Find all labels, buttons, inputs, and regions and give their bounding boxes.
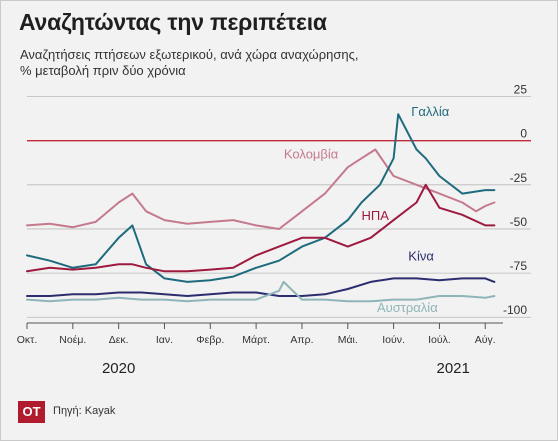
y-tick-label: 25	[514, 83, 528, 97]
x-tick-label: Οκτ.	[17, 334, 37, 346]
y-tick-label: -100	[503, 303, 527, 317]
series-label-ΗΠΑ: ΗΠΑ	[362, 208, 390, 223]
series-line-Κολομβία	[26, 148, 496, 230]
y-tick-label: -75	[510, 259, 528, 273]
publisher-logo: OT	[18, 401, 45, 423]
x-axis: Οκτ. Νοέμ. Δεκ. Ιαν. Φεβρ. Μάρτ. Απρ. Μάι. Ιούν.…	[17, 322, 503, 377]
y-tick-label: -50	[510, 215, 528, 229]
source-note: Πηγή: Kayak	[53, 405, 116, 417]
x-tick-label: Νοέμ.	[59, 334, 86, 346]
series-label-Κίνα: Κίνα	[408, 249, 434, 264]
year-label: 2020	[102, 360, 135, 377]
x-tick-label: Φεβρ.	[196, 334, 224, 346]
x-tick-label: Απρ.	[290, 334, 313, 346]
x-tick-label: Δεκ.	[109, 334, 129, 346]
series-line-Κίνα	[26, 277, 496, 297]
line-chart: 25 0 -25 -50 -75 -100 Οκτ. Νοέμ. Δεκ. Ιαν. Φεβρ. Μ…	[17, 83, 531, 377]
x-tick-label: Μάρτ.	[242, 334, 270, 346]
series-label-Αυστραλία: Αυστραλία	[377, 300, 438, 315]
y-tick-label: -25	[510, 171, 528, 185]
x-tick-label: Ιαν.	[156, 334, 173, 346]
series-label-Κολομβία: Κολομβία	[284, 146, 339, 161]
x-tick-label: Ιούν.	[382, 334, 405, 346]
series-label-Γαλλία: Γαλλία	[411, 104, 450, 119]
y-tick-label: 0	[520, 127, 527, 141]
gridlines	[27, 96, 531, 318]
series-line-ΗΠΑ	[26, 183, 496, 273]
series-lines	[26, 113, 496, 303]
series-line-Αυστραλία	[26, 280, 496, 303]
x-tick-label: Αύγ.	[475, 334, 496, 346]
y-axis-labels: 25 0 -25 -50 -75 -100	[503, 83, 527, 318]
x-tick-label: Μάι.	[338, 334, 358, 346]
series-labels: Γαλλία Κολομβία ΗΠΑ Κίνα Αυστραλία	[284, 104, 450, 315]
chart-title: Αναζητώντας την περιπέτεια	[19, 9, 327, 35]
chart-subtitle-line-2: % μεταβολή πριν δύο χρόνια	[20, 63, 186, 78]
x-tick-label: Ιούλ.	[428, 334, 451, 346]
year-label: 2021	[436, 360, 469, 377]
chart-subtitle-line-1: Αναζητήσεις πτήσεων εξωτερικού, ανά χώρα…	[20, 47, 359, 62]
series-line-Γαλλία	[26, 113, 496, 283]
